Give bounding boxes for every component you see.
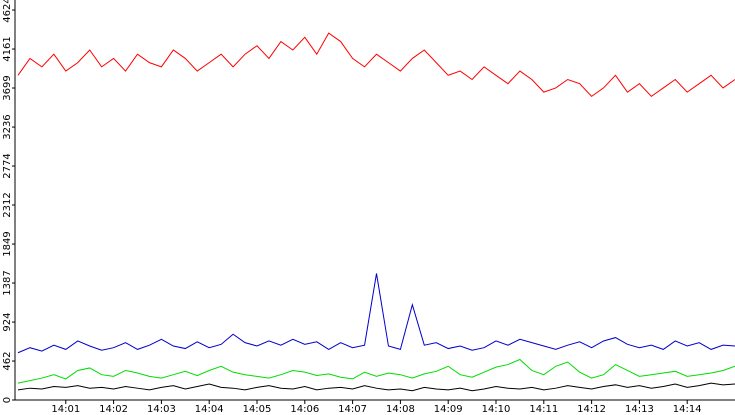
- y-tick-label: 462: [2, 351, 13, 370]
- y-tick-label: 1849: [2, 231, 13, 256]
- x-tick-label: 14:13: [625, 404, 654, 415]
- x-tick-label: 14:01: [51, 404, 80, 415]
- y-tick-label: 1387: [2, 270, 13, 295]
- x-tick-label: 14:03: [147, 404, 176, 415]
- y-tick-label: 3236: [2, 114, 13, 139]
- x-tick-label: 14:07: [338, 404, 367, 415]
- series-line: [17, 32, 735, 98]
- x-tick-label: 14:10: [482, 404, 511, 415]
- y-tick-label: 4161: [2, 36, 13, 61]
- x-tick-label: 14:08: [386, 404, 415, 415]
- x-tick-label: 14:02: [99, 404, 128, 415]
- y-tick-label: 0: [2, 397, 13, 403]
- y-tick-label: 2312: [2, 192, 13, 217]
- x-tick-label: 14:04: [195, 404, 224, 415]
- x-tick-label: 14:05: [243, 404, 272, 415]
- y-tick-label: 3699: [2, 75, 13, 100]
- x-tick-label: 14:11: [529, 404, 558, 415]
- x-tick-label: 14:06: [290, 404, 319, 415]
- y-tick-label: 2774: [2, 153, 13, 178]
- series-line: [17, 382, 735, 392]
- x-tick-label: 14:12: [577, 404, 606, 415]
- series-line: [17, 273, 735, 354]
- x-tick-label: 14:09: [434, 404, 463, 415]
- y-tick-label: 924: [2, 313, 13, 332]
- y-tick-label: 4624: [2, 0, 13, 23]
- x-tick-label: 14:14: [673, 404, 702, 415]
- series-line: [17, 358, 735, 384]
